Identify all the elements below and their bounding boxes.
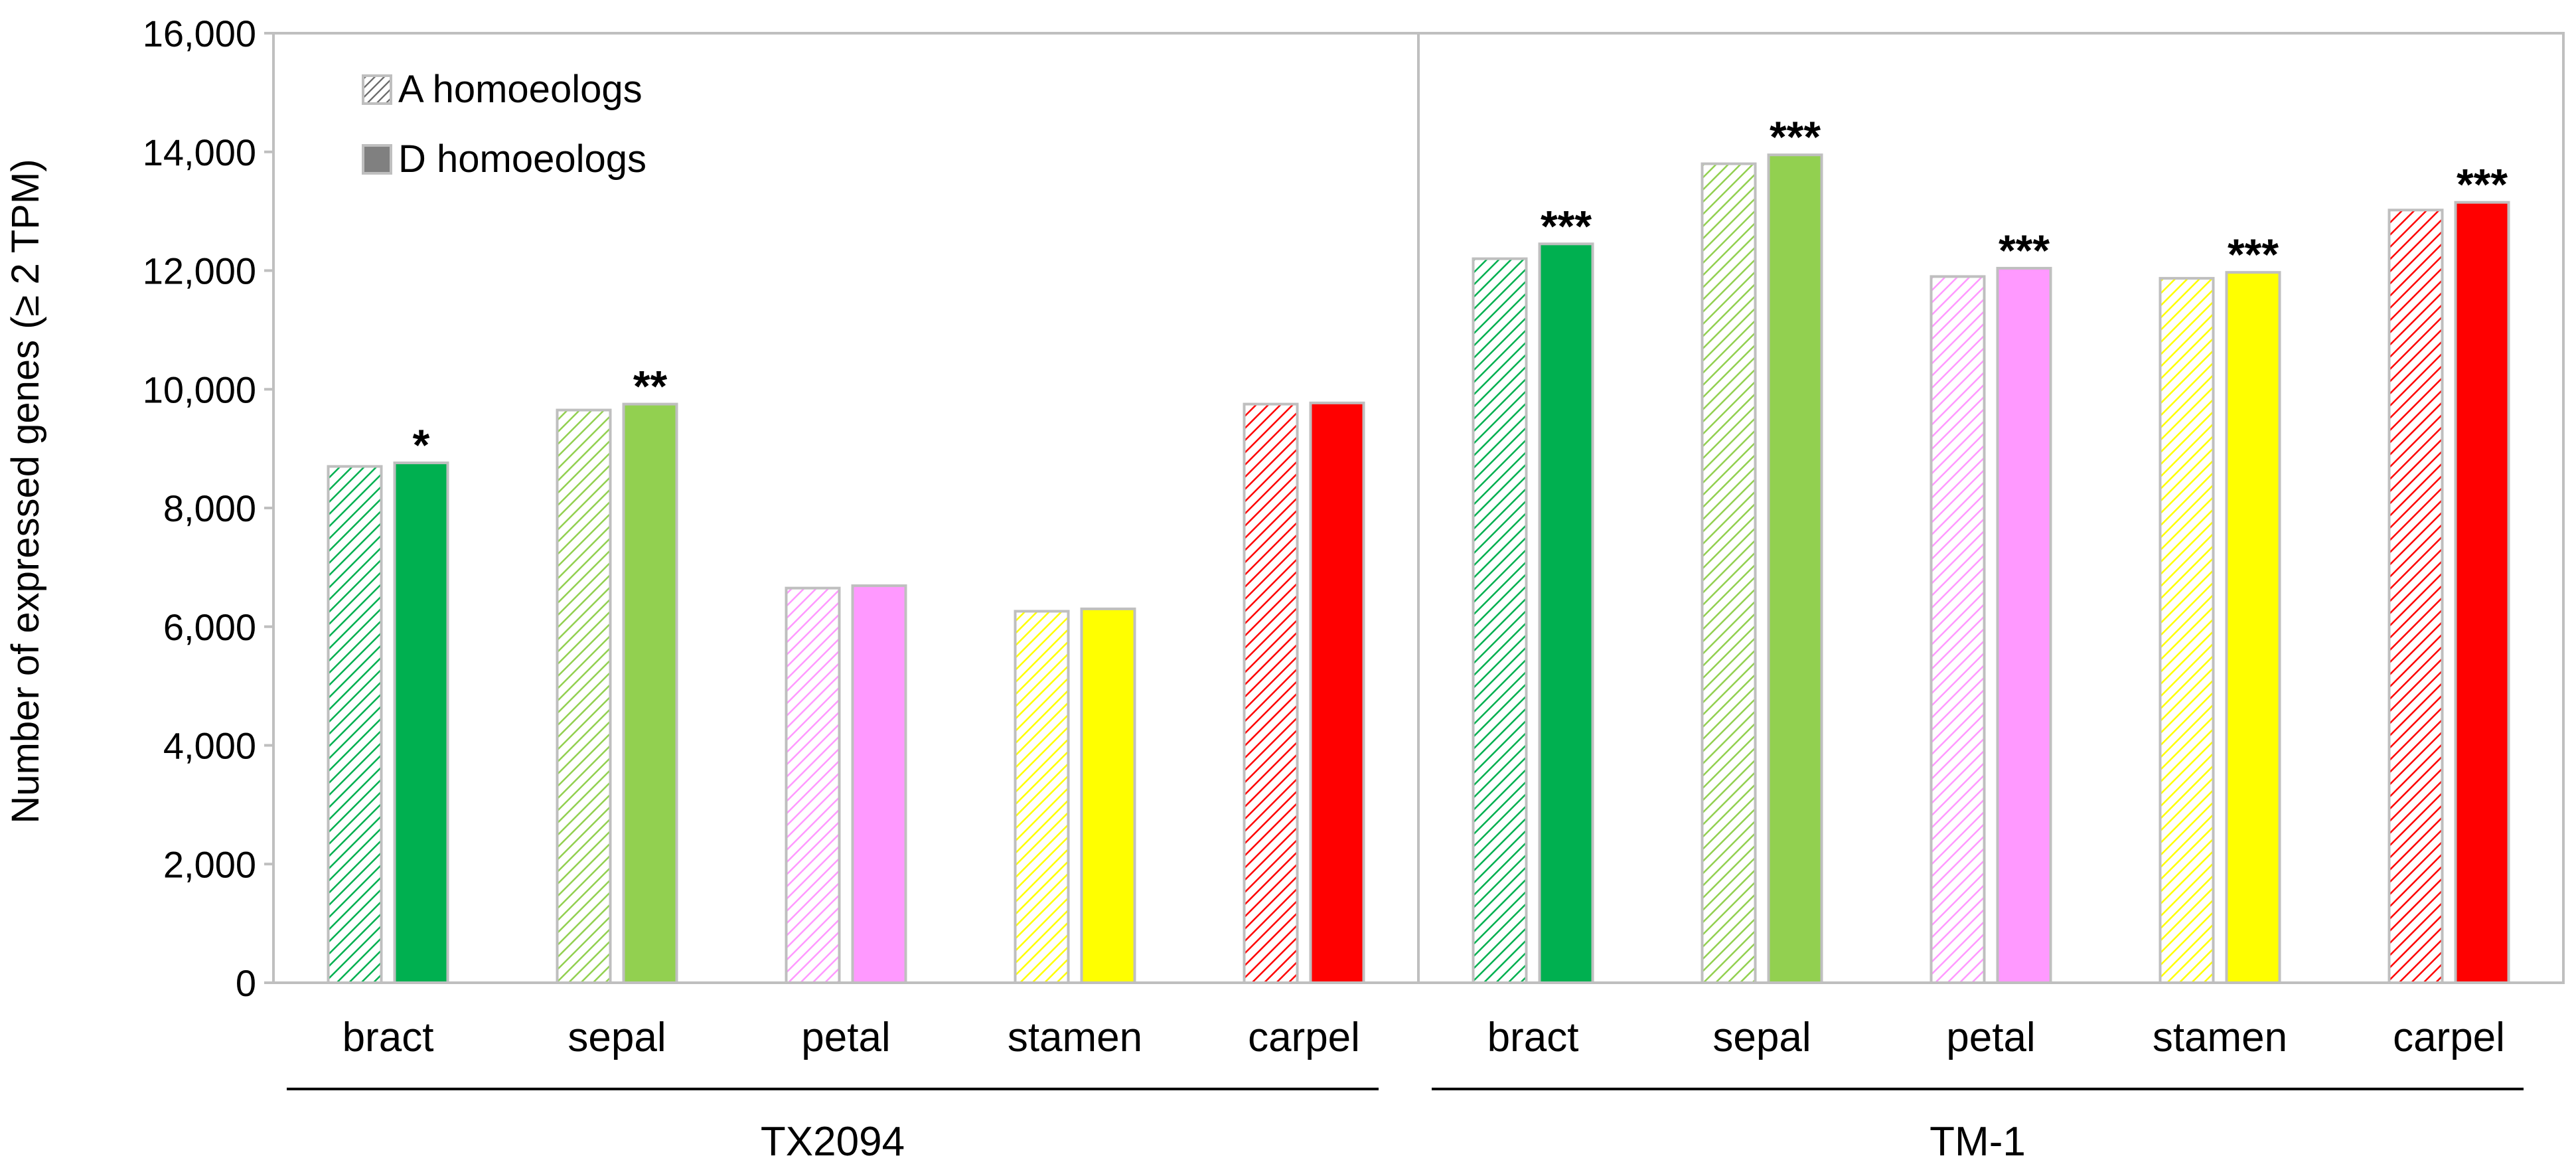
bar-d-TX2094-bract (393, 461, 449, 984)
legend-label: D homoeologs (398, 137, 646, 181)
bar-d-TM-1-petal (1996, 266, 2052, 984)
group-label: TM-1 (1930, 1119, 2026, 1165)
bar-a-TX2094-petal (785, 586, 841, 984)
category-label: petal (801, 1015, 890, 1060)
legend: A homoeologs D homoeologs (362, 68, 646, 181)
bar-a-TM-1-sepal (1701, 162, 1757, 984)
y-tick-label: 16,000 (143, 13, 256, 54)
category-labels: bract sepal petal stamen carpel bract sepal pet… (342, 1015, 2505, 1060)
category-label: stamen (1008, 1015, 1142, 1060)
bar-d-TM-1-stamen (2225, 271, 2281, 984)
bar-a-TX2094-stamen (1014, 610, 1070, 984)
bar-d-TM-1-sepal (1767, 153, 1823, 984)
category-label: bract (342, 1015, 434, 1060)
y-tick-label: 10,000 (143, 369, 256, 410)
significance-label: * (413, 420, 430, 469)
significance-label: *** (1999, 226, 2050, 275)
bar-a-TM-1-petal (1930, 275, 1986, 984)
bar-d-TX2094-carpel (1309, 401, 1365, 984)
y-axis: 0 2,000 4,000 6,000 8,000 10,000 12,000 14,000 1… (143, 13, 273, 1004)
bar-a-TM-1-carpel (2387, 209, 2444, 984)
significance-label: ** (633, 362, 668, 411)
significance-label: *** (1541, 201, 1592, 250)
legend-label: A homoeologs (398, 68, 643, 111)
y-axis-title: Number of expressed genes (≥ 2 TPM) (4, 159, 47, 823)
group-axis: TX2094 TM-1 (287, 1088, 2524, 1165)
category-label: sepal (568, 1015, 666, 1060)
bars: ************ ****** (327, 112, 2510, 984)
bar-d-TX2094-stamen (1080, 607, 1136, 984)
category-label: stamen (2153, 1015, 2287, 1060)
y-tick-label: 8,000 (163, 487, 256, 529)
category-label: carpel (1248, 1015, 1360, 1060)
bar-d-TX2094-petal (851, 584, 907, 984)
bar-a-TX2094-sepal (556, 408, 612, 984)
bar-a-TM-1-bract (1472, 257, 1528, 984)
y-tick-label: 12,000 (143, 250, 256, 292)
group-label: TX2094 (761, 1119, 905, 1165)
y-tick-label: 6,000 (163, 606, 256, 648)
bar-a-TM-1-stamen (2159, 277, 2215, 984)
significance-label: *** (2228, 230, 2279, 279)
y-tick-label: 0 (236, 962, 256, 1004)
y-tick-label: 2,000 (163, 843, 256, 885)
significance-label: *** (1770, 112, 1821, 161)
legend-swatch-a (362, 74, 392, 105)
bar-a-TX2094-bract (327, 465, 383, 984)
significance-label: *** (2457, 160, 2508, 209)
bar-a-TX2094-carpel (1243, 402, 1299, 984)
category-label: carpel (2393, 1015, 2505, 1060)
category-label: bract (1487, 1015, 1579, 1060)
category-label: petal (1946, 1015, 2035, 1060)
bar-d-TM-1-carpel (2454, 201, 2510, 984)
bar-d-TM-1-bract (1538, 242, 1594, 984)
legend-swatch-d (362, 144, 392, 175)
bar-d-TX2094-sepal (622, 402, 678, 984)
y-tick-label: 4,000 (163, 725, 256, 767)
category-label: sepal (1712, 1015, 1811, 1060)
y-tick-label: 14,000 (143, 131, 256, 173)
